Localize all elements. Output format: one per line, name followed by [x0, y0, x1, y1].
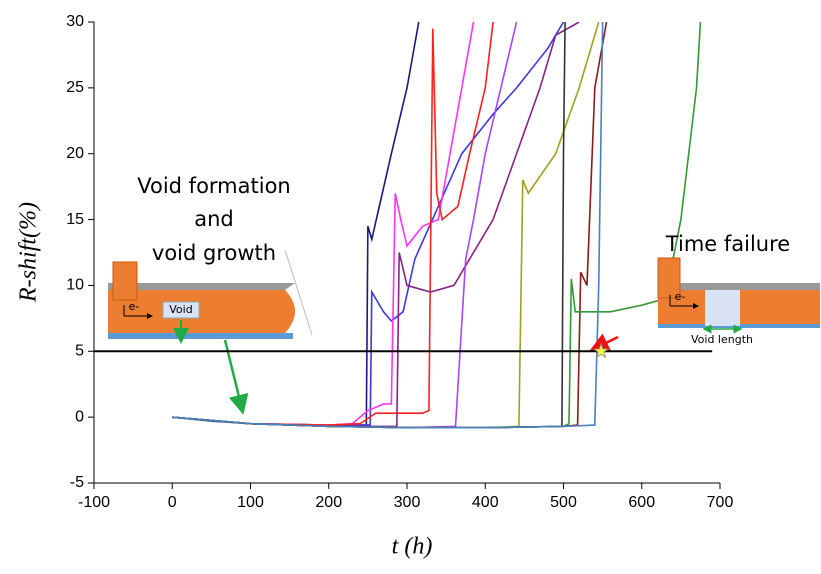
y-tick-label: 20 [66, 145, 84, 162]
series-line [172, 22, 600, 429]
annotation: Time failure [665, 232, 790, 256]
y-axis-label: R-shift(%) [16, 202, 42, 303]
via [112, 261, 138, 301]
y-tick-label: 10 [66, 277, 84, 294]
void-label: Void [169, 303, 192, 316]
x-tick-label: -100 [78, 494, 110, 511]
y-tick-label: 30 [66, 13, 84, 30]
series-line [172, 22, 494, 426]
annotation: void growth [152, 241, 276, 265]
cap-layer [680, 283, 820, 290]
void [705, 290, 740, 326]
void-diagram: Void e- [108, 249, 313, 415]
via [657, 257, 681, 299]
plot-area [172, 22, 702, 429]
series-line [172, 22, 604, 429]
y-tick-label: 25 [66, 79, 84, 96]
callout-line [284, 249, 313, 336]
y-tick-label: 0 [75, 408, 84, 425]
pointer-arrow [223, 339, 249, 415]
cap-layer [108, 283, 295, 290]
x-tick-label: 500 [550, 494, 577, 511]
series-line [172, 22, 702, 429]
barrier [108, 333, 293, 339]
x-tick-label: 0 [168, 494, 177, 511]
conductor [108, 290, 295, 333]
annotation: Void formation [137, 174, 290, 198]
electron-label: e- [675, 290, 686, 303]
annotation: and [194, 207, 234, 231]
x-axis-label: t (h) [392, 534, 433, 560]
void-length-label: Void length [691, 333, 753, 346]
x-tick-label: 400 [472, 494, 499, 511]
failure-star [592, 342, 610, 359]
x-tick-label: 300 [394, 494, 421, 511]
y-tick-label: 5 [75, 343, 84, 360]
x-tick-label: 100 [237, 494, 264, 511]
failure-diagram: e- Void length [589, 257, 820, 352]
y-tick-label: 15 [66, 211, 84, 228]
electron-label: e- [129, 300, 140, 313]
x-tick-label: 200 [315, 494, 342, 511]
y-tick-label: -5 [70, 474, 84, 491]
x-tick-label: 600 [628, 494, 655, 511]
void [162, 301, 200, 319]
x-tick-label: 700 [707, 494, 734, 511]
